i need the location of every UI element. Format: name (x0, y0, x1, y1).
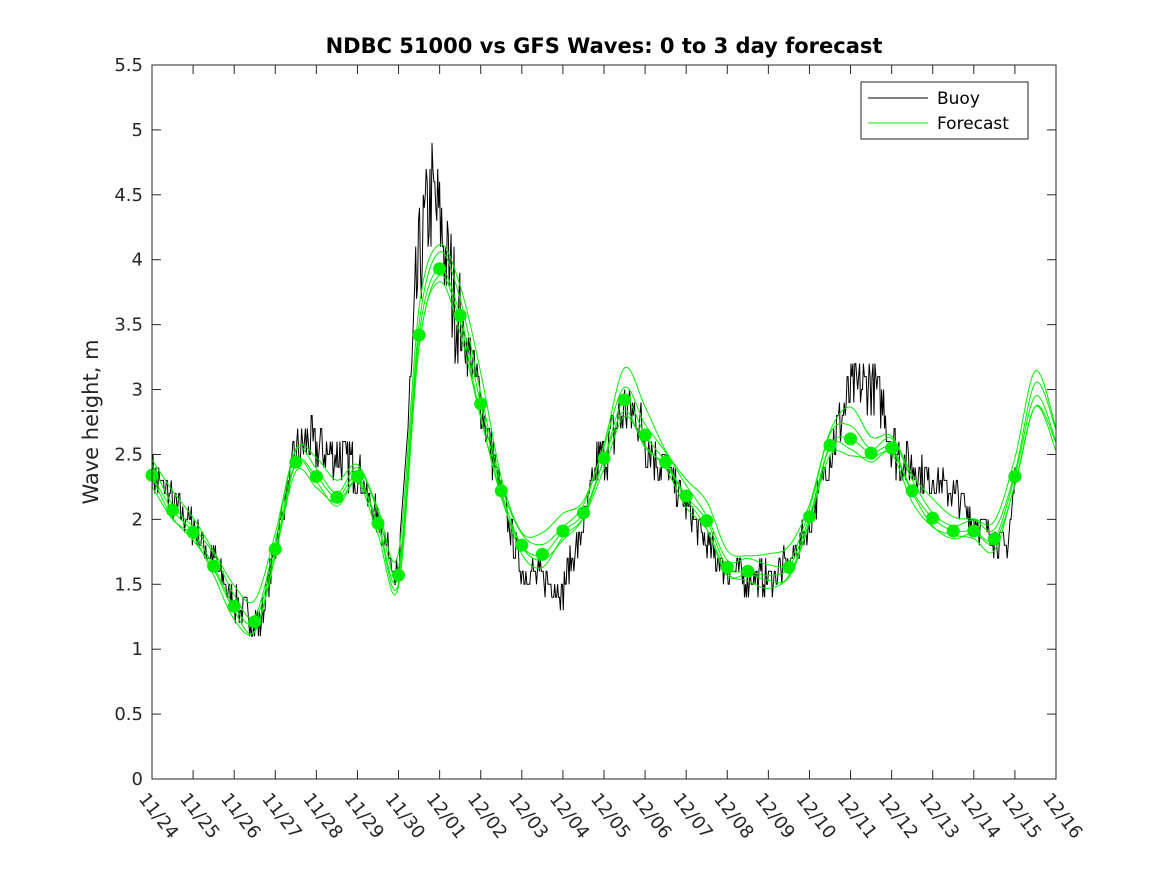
forecast-marker (535, 547, 549, 561)
forecast-marker (823, 438, 837, 452)
forecast-marker (864, 446, 878, 460)
forecast-marker (577, 506, 590, 520)
forecast-marker (166, 503, 179, 517)
y-tick-label: 4.5 (114, 185, 143, 206)
forecast-marker (741, 564, 755, 578)
plot-area (152, 65, 1056, 779)
forecast-series-line (151, 243, 1057, 604)
forecast-series-line (151, 281, 1057, 636)
forecast-marker (392, 568, 405, 582)
forecast-marker (268, 542, 282, 556)
forecast-series-line (151, 268, 1057, 626)
forecast-marker (289, 455, 303, 469)
y-tick-label: 3.5 (114, 315, 143, 336)
forecast-marker (720, 560, 734, 574)
forecast-marker (618, 393, 631, 407)
forecast-marker (309, 470, 323, 483)
forecast-marker (905, 484, 919, 498)
legend-box (860, 81, 1029, 140)
forecast-marker (453, 309, 467, 322)
forecast-marker (926, 511, 940, 525)
y-axis-label: Wave height, m (79, 339, 103, 504)
forecast-marker (515, 538, 529, 552)
forecast-marker (638, 428, 652, 442)
legend-label-buoy: Buoy (937, 89, 980, 109)
forecast-marker (679, 489, 693, 503)
legend: Buoy Forecast (860, 81, 1029, 140)
series-layer (145, 142, 1057, 637)
forecast-marker (885, 441, 899, 455)
forecast-marker (659, 455, 673, 469)
chart-title: NDBC 51000 vs GFS Waves: 0 to 3 day fore… (326, 34, 883, 58)
forecast-marker (1008, 470, 1022, 483)
forecast-marker (412, 328, 426, 342)
forecast-marker (351, 470, 364, 483)
y-tick-label: 3 (132, 380, 143, 401)
y-tick-label: 2.5 (114, 444, 143, 465)
legend-label-forecast: Forecast (937, 114, 1009, 134)
forecast-marker (207, 559, 221, 573)
forecast-marker (597, 451, 611, 465)
forecast-marker (330, 490, 344, 504)
forecast-marker (556, 524, 570, 538)
forecast-marker (433, 262, 447, 276)
y-tick-label: 2 (132, 509, 143, 530)
forecast-marker (987, 532, 1001, 546)
forecast-series-line (151, 251, 1057, 619)
forecast-marker (782, 560, 796, 574)
forecast-marker (474, 397, 488, 411)
y-tick-label: 5 (132, 120, 143, 141)
y-axis-ticks: 0 0.5 1 1.5 2 2.5 3 3.5 4 4.5 5 5.5 (114, 55, 1056, 790)
forecast-marker (248, 615, 262, 629)
forecast-marker (946, 524, 960, 538)
plot-frame (151, 64, 1057, 780)
forecast-marker (700, 514, 714, 528)
forecast-marker (967, 524, 981, 538)
forecast-marker (803, 510, 816, 524)
forecast-marker (371, 516, 385, 530)
y-tick-label: 5.5 (114, 55, 143, 76)
forecast-marker (227, 599, 241, 613)
y-tick-label: 1.5 (114, 574, 143, 595)
forecast-marker (186, 525, 200, 539)
y-tick-label: 4 (132, 250, 143, 271)
forecast-marker (494, 484, 508, 498)
y-tick-label: 0 (132, 769, 143, 790)
y-tick-label: 1 (132, 639, 143, 660)
forecast-marker (844, 432, 857, 446)
y-tick-label: 0.5 (114, 704, 143, 725)
